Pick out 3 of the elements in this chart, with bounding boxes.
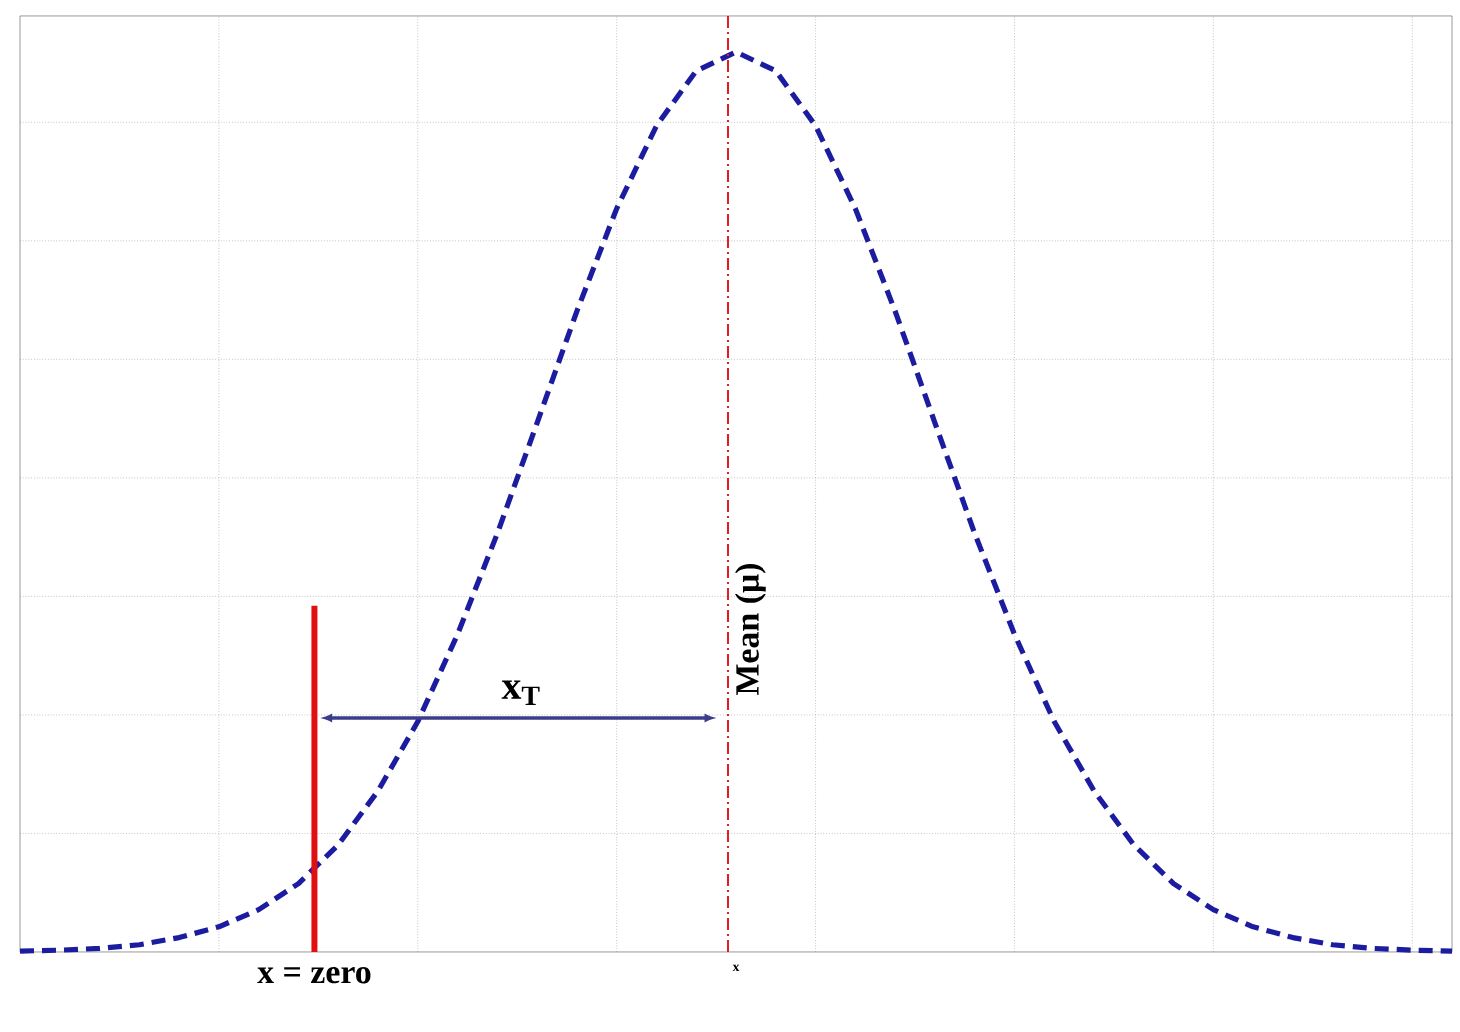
annotation: Mean (μ)	[735, 564, 766, 695]
text: x = zero	[257, 967, 371, 984]
annotation: x$_{T}$	[501, 680, 540, 705]
